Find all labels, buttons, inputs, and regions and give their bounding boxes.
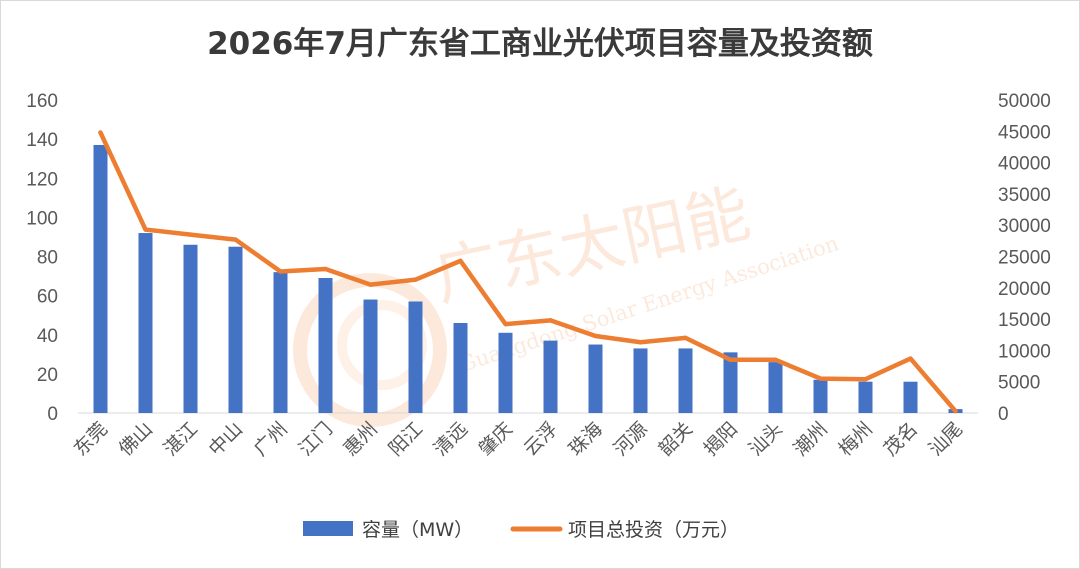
left-axis: 0 20 40 60 80 100 120 140 160 <box>26 91 58 425</box>
legend-swatch-capacity <box>303 521 353 536</box>
bar <box>723 352 738 413</box>
bar <box>453 323 468 413</box>
line-point <box>953 408 958 414</box>
line-point <box>458 258 463 264</box>
line-point <box>98 130 103 135</box>
bar <box>408 301 423 413</box>
bar-series <box>93 144 963 413</box>
line-point <box>683 335 688 341</box>
line-point <box>548 318 553 323</box>
line-point <box>143 227 148 232</box>
y-left-tick-label: 60 <box>37 287 58 308</box>
y-left-tick-label: 120 <box>26 169 58 190</box>
bar <box>273 272 288 413</box>
right-axis: 0 5000 10000 15000 20000 25000 30000 35000 40000… <box>998 91 1051 425</box>
y-left-tick-label: 140 <box>26 130 58 151</box>
y-left-tick-label: 40 <box>37 326 58 347</box>
legend: 容量（MW） 项目总投资（万元） <box>303 519 739 541</box>
line-point <box>593 333 598 339</box>
line-point <box>323 266 328 272</box>
line-series <box>98 130 958 414</box>
y-right-tick-label: 35000 <box>998 185 1051 206</box>
y-right-tick-label: 20000 <box>998 279 1051 300</box>
bar <box>678 348 693 413</box>
y-right-tick-label: 5000 <box>998 373 1040 394</box>
bar <box>363 299 378 413</box>
bar <box>228 246 243 413</box>
legend-label-investment: 项目总投资（万元） <box>568 519 739 541</box>
y-right-tick-label: 0 <box>998 404 1009 425</box>
line-point <box>413 277 418 282</box>
y-left-tick-label: 0 <box>47 404 58 425</box>
line-point <box>818 376 823 381</box>
y-right-tick-label: 10000 <box>998 341 1051 362</box>
line-point <box>503 321 508 327</box>
line-point <box>773 357 778 362</box>
bar <box>183 244 198 413</box>
y-left-tick-label: 80 <box>37 248 58 269</box>
line-point <box>908 356 913 361</box>
y-right-tick-label: 25000 <box>998 248 1051 269</box>
bar <box>318 278 333 413</box>
bar <box>768 362 783 413</box>
y-right-tick-label: 30000 <box>998 216 1051 237</box>
bar <box>543 340 558 413</box>
line-point <box>638 340 643 345</box>
y-right-tick-label: 15000 <box>998 310 1051 331</box>
line-point <box>278 269 283 274</box>
y-left-tick-label: 100 <box>26 208 58 229</box>
line-point <box>728 357 733 362</box>
bar <box>588 344 603 413</box>
y-right-tick-label: 50000 <box>998 91 1051 112</box>
line-point <box>368 282 373 287</box>
series-line <box>98 130 958 414</box>
y-right-tick-label: 45000 <box>998 122 1051 143</box>
bar <box>633 348 648 413</box>
bar <box>903 381 918 413</box>
bar <box>93 144 108 413</box>
chart-title: 2026年7月广东省工商业光伏项目容量及投资额 <box>207 26 873 62</box>
line-point <box>233 237 238 242</box>
bar <box>858 381 873 413</box>
watermark-logo-ring <box>293 273 447 427</box>
bar <box>498 332 513 413</box>
legend-label-capacity: 容量（MW） <box>362 519 473 541</box>
y-right-tick-label: 40000 <box>998 154 1051 175</box>
y-left-tick-label: 160 <box>26 91 58 112</box>
bar <box>813 379 828 413</box>
line-point <box>863 376 868 382</box>
y-left-tick-label: 20 <box>37 365 58 386</box>
line-point <box>188 232 193 237</box>
bar <box>138 233 153 413</box>
